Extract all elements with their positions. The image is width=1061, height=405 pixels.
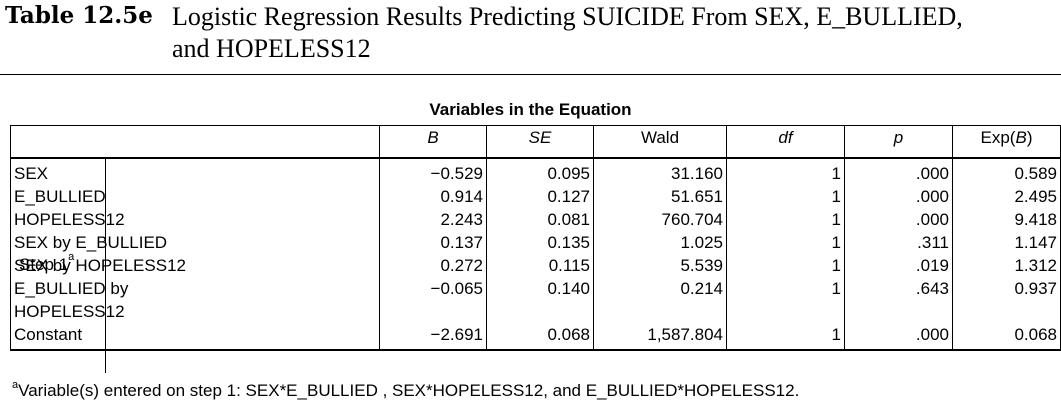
column-header-exp-b: Exp(B) [952,125,1061,159]
cell-se: 0.127 [486,185,594,208]
variables-in-equation-table: B SE Wald df p Exp(B) SEX −0.529 0.095 3… [10,125,1061,351]
cell-se: 0.095 [486,158,594,185]
row-variable: Constant [10,323,380,351]
cell-b: 0.272 [379,254,487,277]
cell-df: 1 [726,323,845,351]
cell-b: −0.065 [379,277,487,323]
table-row: SEX by E_BULLIED 0.137 0.135 1.025 1 .31… [11,231,1061,254]
cell-b: 2.243 [379,208,487,231]
column-header-b: B [379,125,487,159]
cell-exp-b: 0.589 [952,158,1061,185]
cell-exp-b: 1.147 [952,231,1061,254]
cell-p: .019 [844,254,953,277]
cell-exp-b: 0.937 [952,277,1061,323]
cell-p: .311 [844,231,953,254]
cell-p: .000 [844,208,953,231]
column-header-wald: Wald [593,125,727,159]
cell-se: 0.081 [486,208,594,231]
caption-title-line-1: Logistic Regression Results Predicting S… [172,2,963,31]
footnote-marker: a [12,379,19,391]
cell-b: −0.529 [379,158,487,185]
row-variable-line-1: E_BULLIED by [14,279,129,298]
step-label-text: Step 1 [19,255,69,274]
table-footnote: aVariable(s) entered on step 1: SEX*E_BU… [12,379,800,401]
footnote-text: Variable(s) entered on step 1: SEX*E_BUL… [18,381,800,400]
cell-wald: 1,587.804 [593,323,727,351]
cell-wald: 51.651 [593,185,727,208]
cell-df: 1 [726,185,845,208]
cell-b: 0.914 [379,185,487,208]
cell-exp-b: 2.495 [952,185,1061,208]
cell-wald: 1.025 [593,231,727,254]
cell-se: 0.115 [486,254,594,277]
header-blank-cell [10,125,380,159]
cell-se: 0.068 [486,323,594,351]
caption-divider [0,74,1061,75]
step-label-superscript: a [68,251,75,263]
table-row: SEX −0.529 0.095 31.160 1 .000 0.589 [11,158,1061,185]
cell-df: 1 [726,231,845,254]
column-header-p: p [844,125,953,159]
cell-df: 1 [726,277,845,323]
cell-p: .643 [844,277,953,323]
table-row: E_BULLIED by HOPELESS12 −0.065 0.140 0.2… [11,277,1061,323]
cell-b: −2.691 [379,323,487,351]
table-header-row: B SE Wald df p Exp(B) [10,125,1061,159]
row-variable: HOPELESS12 [14,210,125,229]
cell-b: 0.137 [379,231,487,254]
cell-df: 1 [726,208,845,231]
row-variable: SEX by E_BULLIED [14,233,168,252]
table-row: Constant −2.691 0.068 1,587.804 1 .000 0… [10,323,1061,351]
cell-wald: 760.704 [593,208,727,231]
cell-se: 0.135 [486,231,594,254]
caption-title-line-2: and HOPELESS12 [172,34,371,63]
cell-wald: 5.539 [593,254,727,277]
cell-p: .000 [844,185,953,208]
cell-df: 1 [726,158,845,185]
caption-label: Table 12.5e [5,2,153,29]
row-variable-line-2: HOPELESS12 [14,302,125,321]
cell-se: 0.140 [486,277,594,323]
cell-p: .000 [844,158,953,185]
cell-exp-b: 0.068 [952,323,1061,351]
row-variable: E_BULLIED [14,187,106,206]
cell-wald: 0.214 [593,277,727,323]
cell-df: 1 [726,254,845,277]
step-label: Step 1a [11,157,106,373]
table-row: E_BULLIED 0.914 0.127 51.651 1 .000 2.49… [11,185,1061,208]
column-header-df: df [726,125,845,159]
table-title: Variables in the Equation [429,100,632,119]
cell-exp-b: 1.312 [952,254,1061,277]
table-row: SEX by HOPELESS12 0.272 0.115 5.539 1 .0… [11,254,1061,277]
cell-wald: 31.160 [593,158,727,185]
table-row: HOPELESS12 2.243 0.081 760.704 1 .000 9.… [11,208,1061,231]
cell-exp-b: 9.418 [952,208,1061,231]
row-variable: SEX by HOPELESS12 [14,256,186,275]
cell-p: .000 [844,323,953,351]
column-header-se: SE [486,125,594,159]
table-caption: Table 12.5e Logistic Regression Results … [0,0,1061,75]
row-variable: E_BULLIED by HOPELESS12 [11,277,380,323]
row-variable: SEX [14,164,49,183]
